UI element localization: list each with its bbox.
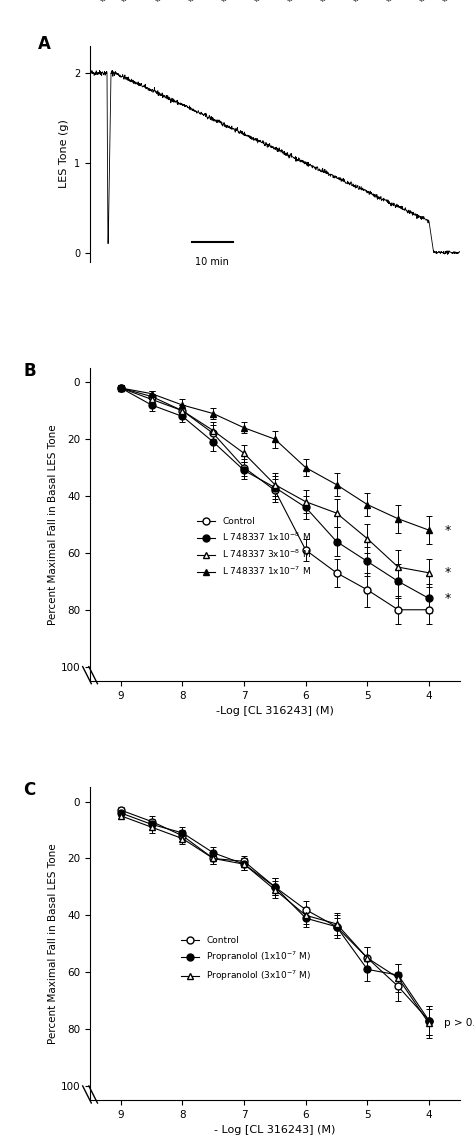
X-axis label: -Log [CL 316243] (M): -Log [CL 316243] (M) — [216, 706, 334, 716]
Text: *: * — [121, 0, 127, 7]
Text: *: * — [187, 0, 193, 7]
Text: 10 min: 10 min — [195, 257, 229, 267]
X-axis label: - Log [CL 316243] (M): - Log [CL 316243] (M) — [214, 1125, 336, 1136]
Text: *: * — [253, 0, 259, 7]
Text: *: * — [419, 0, 424, 7]
Text: *: * — [100, 0, 105, 7]
Y-axis label: LES Tone (g): LES Tone (g) — [58, 119, 69, 188]
Text: *: * — [352, 0, 358, 7]
Text: *: * — [220, 0, 226, 7]
Text: p > 0.05: p > 0.05 — [444, 1019, 474, 1028]
Text: *: * — [154, 0, 160, 7]
Text: *: * — [444, 591, 451, 605]
Y-axis label: Percent Maximal Fall in Basal LES Tone: Percent Maximal Fall in Basal LES Tone — [48, 843, 58, 1044]
Text: *: * — [444, 524, 451, 536]
Legend: Control, Propranolol (1x10$^{-7}$ M), Propranolol (3x10$^{-7}$ M): Control, Propranolol (1x10$^{-7}$ M), Pr… — [177, 933, 315, 987]
Y-axis label: Percent Maximal Fall in Basal LES Tone: Percent Maximal Fall in Basal LES Tone — [48, 424, 58, 625]
Text: *: * — [385, 0, 391, 7]
Text: *: * — [442, 0, 447, 7]
Text: *: * — [286, 0, 292, 7]
Text: B: B — [24, 362, 36, 379]
Legend: Control, L 748337 1x10$^{-8}$ M, L 748337 3x10$^{-8}$ M, L 748337 1x10$^{-7}$ M: Control, L 748337 1x10$^{-8}$ M, L 74833… — [193, 513, 315, 580]
Text: *: * — [444, 566, 451, 580]
Text: A: A — [38, 36, 51, 53]
Text: C: C — [24, 782, 36, 799]
Text: *: * — [319, 0, 325, 7]
